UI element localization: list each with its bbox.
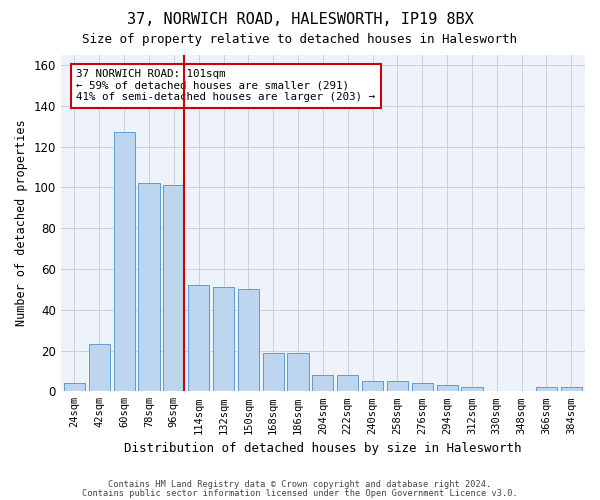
X-axis label: Distribution of detached houses by size in Halesworth: Distribution of detached houses by size … [124,442,521,455]
Bar [64,383,85,392]
Bar [437,385,458,392]
Text: 37, NORWICH ROAD, HALESWORTH, IP19 8BX: 37, NORWICH ROAD, HALESWORTH, IP19 8BX [127,12,473,28]
Bar [337,375,358,392]
Text: Contains public sector information licensed under the Open Government Licence v3: Contains public sector information licen… [82,488,518,498]
Bar [362,381,383,392]
Bar [387,381,408,392]
Bar [139,184,160,392]
Bar [89,344,110,392]
Text: 37 NORWICH ROAD: 101sqm
← 59% of detached houses are smaller (291)
41% of semi-d: 37 NORWICH ROAD: 101sqm ← 59% of detache… [76,70,376,102]
Bar [412,383,433,392]
Bar [113,132,135,392]
Bar [461,387,482,392]
Bar [238,290,259,392]
Text: Contains HM Land Registry data © Crown copyright and database right 2024.: Contains HM Land Registry data © Crown c… [109,480,491,489]
Bar [213,288,234,392]
Bar [536,387,557,392]
Bar [313,375,334,392]
Y-axis label: Number of detached properties: Number of detached properties [15,120,28,326]
Bar [561,387,582,392]
Bar [287,352,308,392]
Text: Size of property relative to detached houses in Halesworth: Size of property relative to detached ho… [83,32,517,46]
Bar [163,186,184,392]
Bar [263,352,284,392]
Bar [188,286,209,392]
